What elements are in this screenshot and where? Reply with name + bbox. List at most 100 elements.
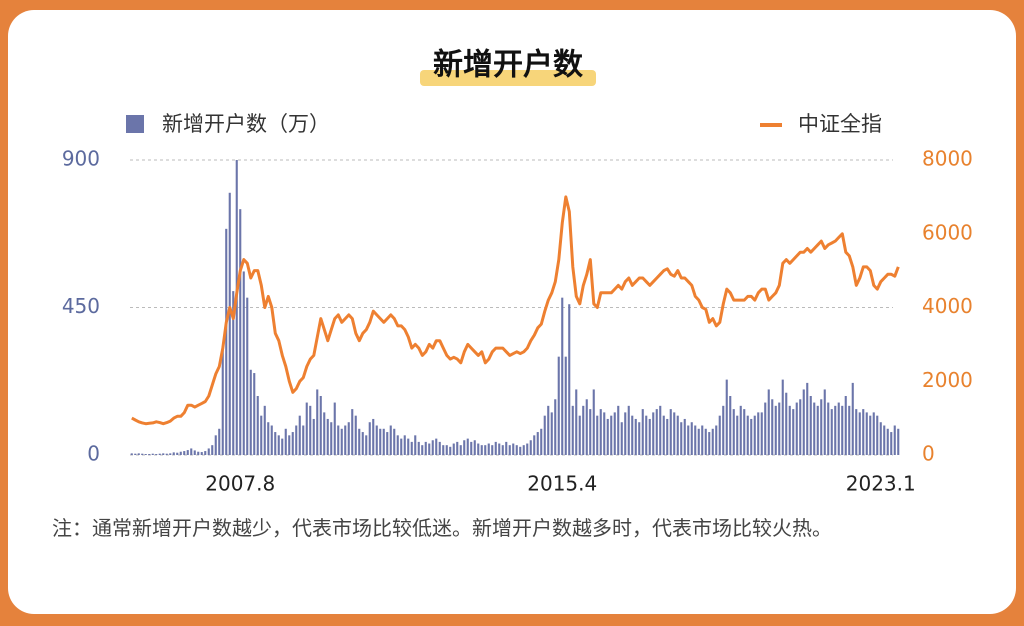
bar [361, 432, 364, 455]
bar [340, 428, 343, 455]
x-tick-label: 2023.1 [846, 472, 916, 496]
bar [785, 392, 788, 455]
bar [704, 428, 707, 455]
bar [151, 453, 154, 455]
bar [848, 405, 851, 455]
bar [610, 415, 613, 455]
bar [746, 415, 749, 455]
bar [554, 399, 557, 455]
bar [729, 396, 732, 455]
bar [732, 409, 735, 455]
bar [134, 453, 137, 455]
bar [351, 409, 354, 455]
bar [827, 402, 830, 455]
bar [813, 402, 816, 455]
bar [599, 409, 602, 455]
bar [627, 405, 630, 455]
bar [526, 443, 529, 455]
bar [494, 441, 497, 455]
bar [669, 409, 672, 455]
bar [382, 428, 385, 455]
bar [302, 425, 305, 455]
bar [680, 422, 683, 455]
bar [876, 415, 879, 455]
bar [389, 425, 392, 455]
y2-tick-label: 8000 [922, 147, 973, 171]
bar [603, 412, 606, 455]
bar [414, 435, 417, 455]
bar [582, 405, 585, 455]
bar [575, 389, 578, 455]
bar [452, 443, 455, 455]
bar [365, 435, 368, 455]
bar [193, 450, 196, 455]
bar [645, 415, 648, 455]
bar [484, 445, 487, 455]
bar [634, 418, 637, 455]
bar [655, 409, 658, 455]
bar [459, 445, 462, 455]
bar [536, 432, 539, 455]
bar [578, 415, 581, 455]
bar [354, 415, 357, 455]
bar [428, 443, 431, 455]
y2-tick-label: 4000 [922, 294, 973, 318]
legend-label: 新增开户数（万） [162, 112, 330, 136]
bar [862, 409, 865, 455]
bar [701, 425, 704, 455]
bar [267, 422, 270, 455]
bar [344, 425, 347, 455]
bar [781, 379, 784, 455]
bar [214, 435, 217, 455]
bar [820, 399, 823, 455]
bar [347, 422, 350, 455]
bar [232, 291, 235, 455]
bar [631, 415, 634, 455]
bar [753, 415, 756, 455]
bar [421, 445, 424, 455]
bar [225, 228, 228, 455]
bar [690, 422, 693, 455]
y-tick-label: 0 [87, 442, 100, 466]
bar [291, 432, 294, 455]
bar [281, 438, 284, 455]
bar [596, 415, 599, 455]
bar [708, 432, 711, 455]
bar [694, 425, 697, 455]
bar [442, 445, 445, 455]
bar [764, 402, 767, 455]
bar [487, 443, 490, 455]
bar [865, 412, 868, 455]
bar [204, 451, 207, 455]
bar [400, 438, 403, 455]
bar [393, 428, 396, 455]
bar [858, 412, 861, 455]
bar [624, 412, 627, 455]
bar [309, 405, 312, 455]
y2-tick-label: 0 [922, 442, 935, 466]
bar [533, 435, 536, 455]
bar [242, 271, 245, 455]
bar [638, 422, 641, 455]
bar [330, 422, 333, 455]
bar [673, 412, 676, 455]
bar [561, 297, 564, 455]
bar [739, 405, 742, 455]
bar [550, 412, 553, 455]
bar [319, 396, 322, 455]
bar [837, 402, 840, 455]
bar [372, 418, 375, 455]
bar [186, 450, 189, 455]
bar [830, 409, 833, 455]
bar [498, 443, 501, 455]
bar [480, 445, 483, 455]
bar [155, 454, 158, 455]
bar [718, 415, 721, 455]
y2-tick-label: 6000 [922, 220, 973, 244]
bar [697, 428, 700, 455]
bar [809, 396, 812, 455]
bar [463, 440, 466, 455]
bar [711, 428, 714, 455]
bar [368, 422, 371, 455]
